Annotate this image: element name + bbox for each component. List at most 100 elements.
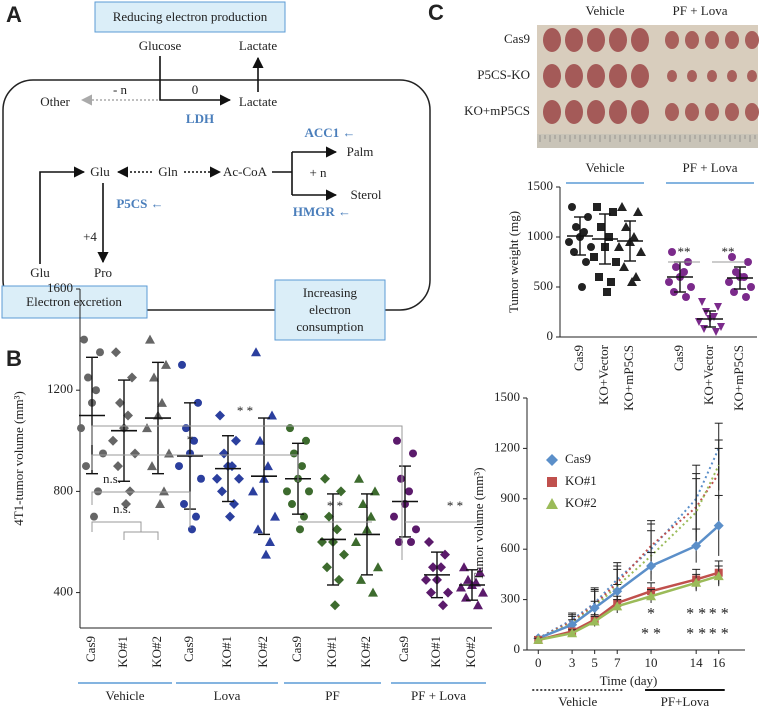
point [698,298,706,306]
point [668,248,676,256]
point [130,448,140,459]
point [395,537,403,546]
point [646,561,657,571]
tumor [609,64,627,88]
significance: * * [686,626,706,643]
point [589,616,600,626]
point [261,549,271,559]
label: 0 [192,82,199,97]
point [412,525,420,534]
point [629,232,639,241]
diagram: Reducing electron production Glucose Lac… [1,1,431,341]
point [234,473,244,484]
x-tick-label: KO+mP5CS [731,345,746,411]
y-tick-label: 1500 [494,389,520,404]
point [405,487,413,496]
node: Sterol [350,187,381,202]
point [728,253,736,261]
node: Lactate [239,38,277,53]
point [390,512,398,521]
y-axis-label: Tumor volume (mm³) [471,467,486,580]
x-tick-label: KO#1 [324,636,339,668]
point [621,222,631,231]
y-tick-label: 1500 [527,178,553,193]
point [463,574,473,584]
point [283,487,291,496]
row-label: P5CS-KO [477,67,530,82]
point [627,277,637,286]
point [80,335,88,344]
x-tick-label: KO+Vector [701,344,716,405]
point [178,360,186,369]
point [578,283,586,291]
point [572,223,580,231]
point [691,540,702,551]
point [614,242,624,251]
x-tick-label: KO#1 [115,636,130,668]
node: Gln [158,164,178,179]
point [473,600,483,610]
point [366,511,376,521]
box-label: electron [309,302,351,317]
x-axis-label: Time (day) [600,673,658,688]
point [82,462,90,471]
point [730,288,738,296]
point [286,424,294,433]
point [747,283,755,291]
box-label: Reducing electron production [113,9,268,24]
box-label: Increasing [303,285,358,300]
point [157,397,167,407]
point [443,587,453,598]
tumor [609,28,627,52]
point [253,524,263,534]
point [339,549,349,560]
y-tick-label: 1600 [47,280,73,295]
tumor [747,70,757,82]
point [255,435,265,445]
point [77,424,85,433]
point [90,512,98,521]
point [188,525,196,534]
bracket [91,521,142,532]
point [351,536,361,546]
x-tick-label: Cas9 [181,636,196,662]
point [568,203,576,211]
point [612,586,623,597]
tumor [609,100,627,124]
point [194,398,202,407]
point [475,567,485,577]
point [121,499,131,510]
point [305,487,313,496]
box [274,279,386,341]
significance: * * [686,606,706,623]
point [354,473,364,483]
y-tick-label: 0 [547,328,554,343]
point [115,397,125,408]
point [397,474,405,483]
point [597,223,605,231]
point [373,562,383,572]
point [593,203,601,211]
point [219,448,229,459]
point [725,278,733,286]
arrow [159,56,232,106]
node: Glucose [139,38,182,53]
tumor [665,103,679,121]
y-tick-label: 900 [501,490,521,505]
annotation: ** [722,244,735,259]
point [225,511,235,522]
panel-letter: B [6,346,22,371]
point [229,499,239,510]
column-label: Vehicle [586,3,625,18]
point [546,498,558,509]
bracket [91,425,403,560]
point [296,525,304,534]
point [123,410,133,421]
arrow [39,166,86,264]
x-tick-label: 0 [535,655,542,670]
point [700,325,708,333]
point [438,600,448,611]
point [533,634,544,644]
point [570,248,578,256]
